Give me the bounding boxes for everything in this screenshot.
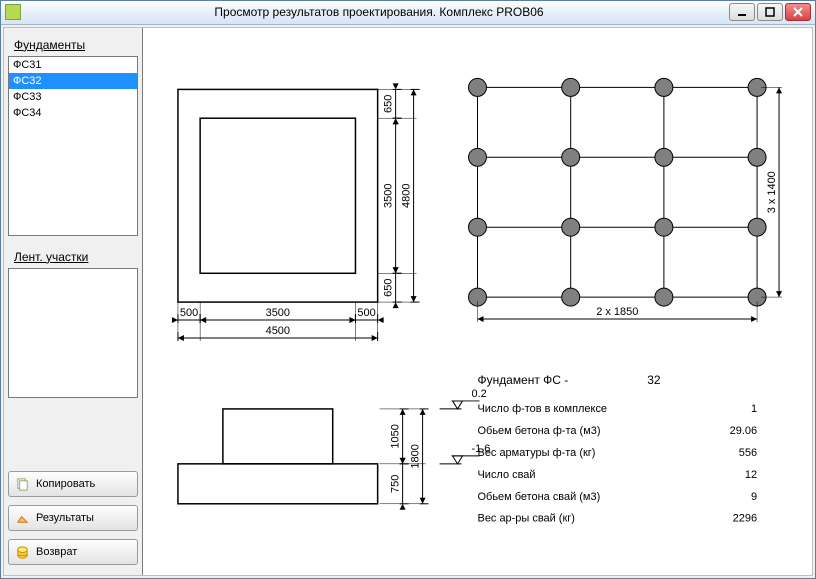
drawing-canvas: 500 3500 500 4500 650 3500 650 4800 2 x 1850 3 x … — [143, 28, 812, 575]
window-controls — [729, 3, 811, 21]
svg-text:2 x 1850: 2 x 1850 — [596, 306, 638, 318]
svg-text:3500: 3500 — [383, 183, 395, 207]
svg-text:1800: 1800 — [410, 444, 422, 468]
svg-text:4500: 4500 — [266, 325, 290, 337]
left-panel: Фундаменты ФС31ФС32ФС33ФС34 Лент. участк… — [4, 28, 142, 575]
titlebar: Просмотр результатов проектирования. Ком… — [1, 1, 815, 25]
svg-text:29.06: 29.06 — [730, 425, 757, 437]
minimize-button[interactable] — [729, 3, 755, 21]
svg-text:Фундамент ФС -: Фундамент ФС - — [478, 373, 569, 387]
svg-text:Вес ар-ры свай (кг): Вес ар-ры свай (кг) — [478, 513, 575, 525]
svg-text:556: 556 — [739, 447, 757, 459]
copy-button-label: Копировать — [36, 478, 95, 490]
svg-text:9: 9 — [751, 491, 757, 503]
svg-text:500: 500 — [357, 307, 375, 319]
list-item[interactable]: ФС34 — [9, 105, 137, 121]
svg-text:Вес арматуры ф-та (кг): Вес арматуры ф-та (кг) — [478, 447, 596, 459]
results-button-label: Результаты — [36, 512, 94, 524]
list-item[interactable]: ФС32 — [9, 73, 137, 89]
maximize-button[interactable] — [757, 3, 783, 21]
list-item[interactable]: ФС33 — [9, 89, 137, 105]
svg-text:1: 1 — [751, 403, 757, 415]
svg-text:2296: 2296 — [733, 513, 757, 525]
return-button[interactable]: Возврат — [8, 539, 138, 565]
svg-text:650: 650 — [383, 278, 395, 296]
svg-text:3 x 1400: 3 x 1400 — [766, 171, 778, 213]
lent-list[interactable] — [8, 268, 138, 398]
close-button[interactable] — [785, 3, 811, 21]
copy-icon — [15, 477, 30, 492]
results-button[interactable]: Результаты — [8, 505, 138, 531]
svg-text:Число ф-тов в комплексе: Число ф-тов в комплексе — [478, 403, 608, 415]
return-icon — [15, 545, 30, 560]
svg-text:Обьем бетона ф-та (м3): Обьем бетона ф-та (м3) — [478, 425, 601, 437]
svg-text:0.2: 0.2 — [472, 388, 487, 400]
app-icon — [5, 4, 21, 20]
foundations-heading: Фундаменты — [14, 38, 138, 52]
results-icon — [15, 511, 30, 526]
list-item[interactable]: ФС31 — [9, 57, 137, 73]
svg-text:Обьем бетона свай (м3): Обьем бетона свай (м3) — [478, 491, 601, 503]
svg-text:650: 650 — [383, 94, 395, 112]
svg-text:4800: 4800 — [401, 183, 413, 207]
svg-text:1050: 1050 — [390, 424, 402, 448]
drawing-area: 500 3500 500 4500 650 3500 650 4800 2 x 1850 3 x … — [142, 28, 812, 575]
client-area: Фундаменты ФС31ФС32ФС33ФС34 Лент. участк… — [3, 27, 813, 576]
main-window: Просмотр результатов проектирования. Ком… — [0, 0, 816, 579]
svg-text:32: 32 — [647, 373, 661, 387]
svg-text:Число свай: Число свай — [478, 469, 536, 481]
svg-text:12: 12 — [745, 469, 757, 481]
svg-text:500: 500 — [180, 307, 198, 319]
copy-button[interactable]: Копировать — [8, 471, 138, 497]
return-button-label: Возврат — [36, 546, 77, 558]
svg-text:750: 750 — [390, 474, 402, 492]
svg-text:3500: 3500 — [266, 307, 290, 319]
window-title: Просмотр результатов проектирования. Ком… — [29, 5, 729, 19]
foundations-list[interactable]: ФС31ФС32ФС33ФС34 — [8, 56, 138, 236]
lent-heading: Лент. участки — [14, 250, 138, 264]
